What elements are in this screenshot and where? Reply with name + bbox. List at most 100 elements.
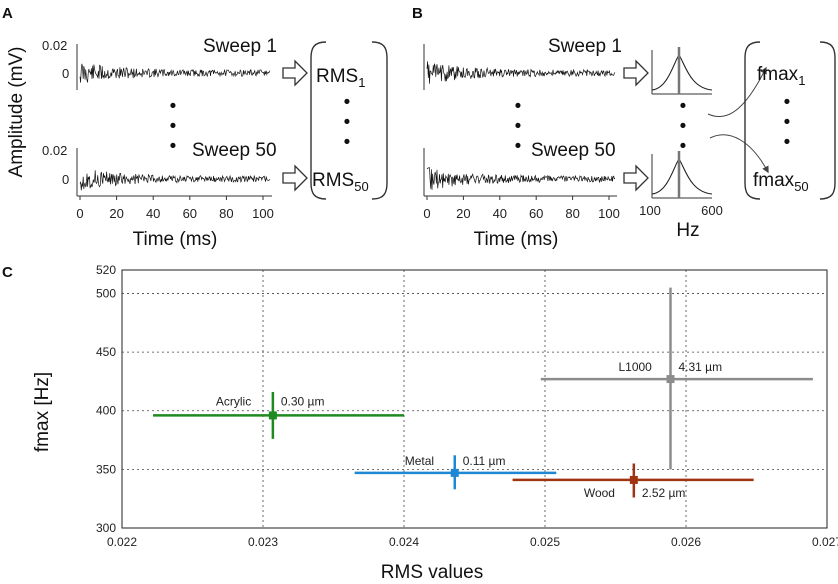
- series-metal: Metal 0.11 µm: [354, 454, 557, 490]
- metal-point: [450, 468, 459, 477]
- chart-xtick-label: 0.023: [248, 535, 278, 549]
- panel-b-xtick-label: 80: [565, 206, 579, 221]
- panel-c: C fmax [Hz] RMS values 0.022 0.023 0.024 0.…: [2, 263, 838, 583]
- panel-a-letter: A: [2, 5, 13, 22]
- panel-b: B 0 20 40 60 80 100 Time (ms) Sweep 1 Sweep 5…: [412, 5, 836, 250]
- panel-b-left-bracket: [744, 41, 761, 200]
- panel-a-rms-1: RMS1: [316, 66, 365, 90]
- acrylic-point: [268, 411, 277, 420]
- l1000-point: [666, 375, 675, 384]
- chart-xlabel: RMS values: [381, 562, 483, 583]
- chart-ytick-label: 300: [96, 521, 116, 535]
- panel-a-xlabel: Time (ms): [133, 229, 218, 250]
- panel-b-xtick-label: 60: [529, 206, 543, 221]
- panel-a-xtick-label: 20: [109, 206, 123, 221]
- panel-b-letter: B: [412, 5, 423, 22]
- series-l1000: L1000 4.31 µm: [540, 287, 813, 470]
- panel-a: A Amplitude (mV) 0.02 0 0.02 0 0 20 40 60 80…: [2, 5, 388, 250]
- chart-ylabel: fmax [Hz]: [32, 372, 53, 452]
- panel-a-ytick-top: 0.02: [42, 38, 67, 53]
- panel-b-arrow-50: [623, 164, 649, 192]
- chart-xtick-label: 0.026: [671, 535, 701, 549]
- panel-a-arrow-50: [282, 164, 308, 192]
- panel-b-trace-sweep-50: [426, 167, 616, 190]
- l1000-name-label: L1000: [618, 360, 652, 374]
- spectrum-sweep-1: [651, 47, 713, 95]
- chart-ytick-label: 400: [96, 404, 116, 418]
- panel-a-left-bracket: [310, 41, 327, 200]
- panel-a-xticks: 0 20 40 60 80 100: [76, 196, 274, 221]
- panel-a-result-ellipsis-3: •: [344, 132, 351, 153]
- panel-a-trace-sweep-1: [79, 63, 271, 83]
- arrow-to-fmax-1: [707, 66, 767, 118]
- panel-a-ellipsis-2: •: [170, 116, 177, 137]
- chart-series: Acrylic 0.30 µm Metal 0.11 µm Wood 2.52 µm L10…: [153, 287, 813, 500]
- panel-a-ylabel: Amplitude (mV): [6, 47, 27, 178]
- panel-b-ellipsis-3: •: [515, 136, 522, 157]
- panel-a-xtick-label: 40: [146, 206, 160, 221]
- panel-a-ellipsis-1: •: [170, 96, 177, 117]
- panel-a-ytick-zero-bottom: 0: [62, 172, 69, 187]
- panel-c-letter: C: [2, 264, 13, 281]
- arrow-to-fmax-50: [709, 134, 769, 174]
- panel-b-sweep-1-label: Sweep 1: [548, 36, 622, 57]
- panel-b-ellipsis-1: •: [515, 96, 522, 117]
- spectrum-xtick-600: 600: [701, 203, 723, 218]
- panel-b-arrow-1: [623, 59, 649, 87]
- spectrum-ellipsis-1: •: [680, 96, 687, 117]
- spectrum-xlabel: Hz: [676, 220, 699, 241]
- chart-xtick-label: 0.022: [107, 535, 137, 549]
- acrylic-name-label: Acrylic: [216, 394, 251, 408]
- chart-ticks: 0.022 0.023 0.024 0.025 0.026 0.027 300 350 400 4…: [96, 263, 838, 549]
- chart-xtick-label: 0.027: [812, 535, 838, 549]
- chart-frame: [121, 269, 828, 529]
- panel-b-xtick-label: 100: [598, 206, 620, 221]
- chart-grid: [122, 270, 827, 528]
- panel-a-sweep-1-label: Sweep 1: [203, 36, 277, 57]
- wood-name-label: Wood: [584, 486, 615, 500]
- panel-a-right-bracket: [371, 41, 388, 200]
- acrylic-thickness-label: 0.30 µm: [281, 394, 325, 408]
- chart-ytick-label: 350: [96, 462, 116, 476]
- panel-a-result-ellipsis-1: •: [344, 92, 351, 113]
- panel-b-xtick-label: 0: [423, 206, 430, 221]
- panel-a-arrow-1: [282, 59, 308, 87]
- chart-ytick-label: 500: [96, 286, 116, 300]
- panel-b-xtick-label: 40: [493, 206, 507, 221]
- chart-ytick-label: 450: [96, 345, 116, 359]
- panel-a-ytick-top-bottom: 0.02: [42, 143, 67, 158]
- panel-a-xtick-label: 60: [183, 206, 197, 221]
- spectrum-xtick-100: 100: [639, 203, 661, 218]
- chart-xtick-label: 0.024: [389, 535, 419, 549]
- wood-thickness-label: 2.52 µm: [642, 486, 686, 500]
- panel-b-ellipsis-2: •: [515, 116, 522, 137]
- panel-b-xlabel: Time (ms): [474, 229, 559, 250]
- panel-a-result-ellipsis-2: •: [344, 112, 351, 133]
- panel-a-ellipsis-3: •: [170, 136, 177, 157]
- spectrum-ellipsis-2: •: [680, 116, 687, 137]
- wood-point: [629, 475, 638, 484]
- panel-b-result-ellipsis-3: •: [784, 132, 791, 153]
- panel-a-xtick-label: 100: [252, 206, 274, 221]
- panel-a-rms-50: RMS50: [312, 170, 369, 194]
- panel-b-xticks: 0 20 40 60 80 100: [423, 196, 620, 221]
- l1000-thickness-label: 4.31 µm: [678, 360, 722, 374]
- series-wood: Wood 2.52 µm: [512, 463, 754, 500]
- panel-b-sweep-50-label: Sweep 50: [531, 140, 616, 161]
- panel-a-xtick-label: 0: [76, 206, 83, 221]
- panel-a-xtick-label: 80: [219, 206, 233, 221]
- panel-b-result-ellipsis-2: •: [784, 112, 791, 133]
- panel-b-right-bracket: [819, 41, 836, 200]
- spectrum-sweep-50: [651, 151, 713, 199]
- metal-thickness-label: 0.11 µm: [463, 454, 506, 468]
- panel-a-ytick-zero: 0: [62, 66, 69, 81]
- panel-a-sweep-50-label: Sweep 50: [192, 140, 277, 161]
- panel-b-fmax-1: fmax1: [757, 64, 805, 88]
- panel-b-fmax-50: fmax50: [753, 170, 809, 194]
- panel-b-trace-sweep-1: [426, 61, 616, 84]
- chart-xtick-label: 0.025: [530, 535, 560, 549]
- panel-a-trace-sweep-50: [79, 170, 271, 191]
- panel-b-xtick-label: 20: [456, 206, 470, 221]
- series-acrylic: Acrylic 0.30 µm: [153, 391, 404, 439]
